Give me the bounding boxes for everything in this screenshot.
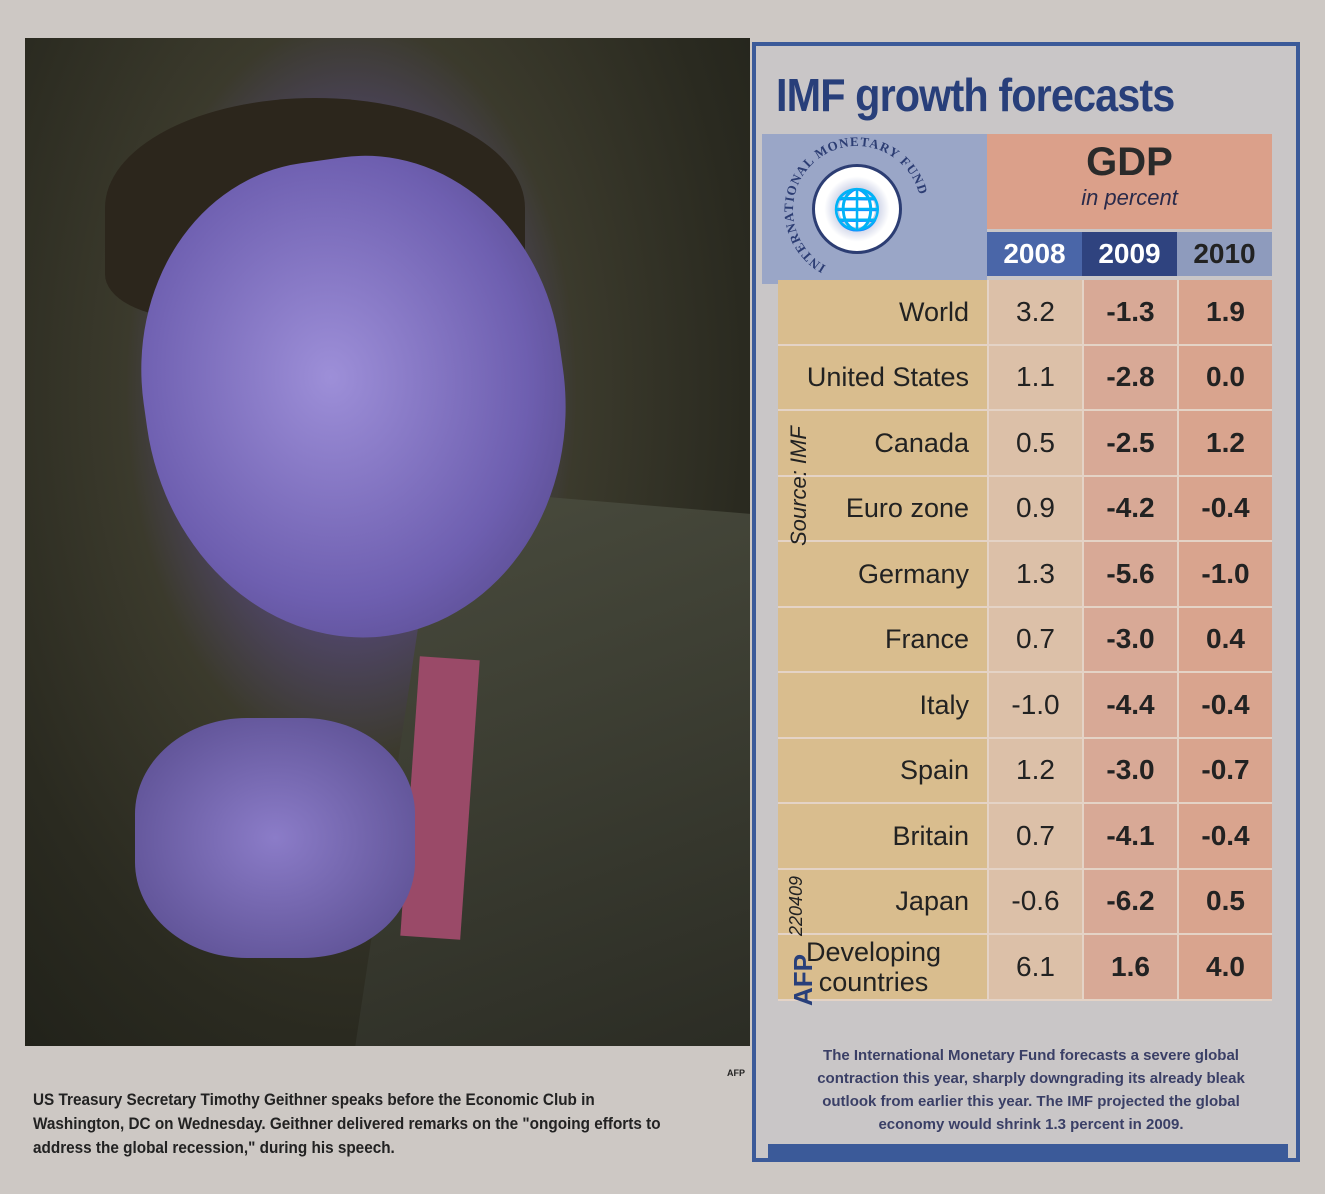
table-row: United States 1.1 -2.8 0.0 (778, 345, 1272, 411)
photo-credit: AFP (727, 1068, 745, 1078)
value-cell-2010: -0.4 (1177, 476, 1272, 540)
value-cell-2008: 1.3 (987, 542, 1082, 606)
table-row: Britain 0.7 -4.1 -0.4 (778, 804, 1272, 870)
value-cell-2009: -5.6 (1082, 542, 1177, 606)
row-label: Euro zone (778, 476, 987, 540)
value-cell-2008: 0.9 (987, 476, 1082, 540)
imf-infographic: IMF growth forecasts 🌐 INTERNATIONAL MON… (752, 42, 1300, 1162)
value-cell-2009: -4.1 (1082, 804, 1177, 868)
table-row: Developing countries 6.1 1.6 4.0 (778, 935, 1272, 1001)
row-label: Italy (778, 673, 987, 737)
value-cell-2008: 0.7 (987, 607, 1082, 671)
row-label: Japan (778, 869, 987, 933)
bottom-bar (768, 1144, 1288, 1158)
table-row: Euro zone 0.9 -4.2 -0.4 (778, 476, 1272, 542)
value-cell-2008: 1.1 (987, 345, 1082, 409)
infographic-footnote: The International Monetary Fund forecast… (817, 1047, 1245, 1133)
value-cell-2010: 1.2 (1177, 411, 1272, 475)
gdp-unit: in percent (1081, 185, 1178, 210)
row-label: Spain (778, 738, 987, 802)
forecast-table: World 3.2 -1.3 1.9 United States 1.1 -2.8 0.0 Ca… (778, 280, 1272, 1001)
value-cell-2009: -2.8 (1082, 345, 1177, 409)
imf-globe-logo-icon: 🌐 (812, 164, 902, 254)
value-cell-2009: -6.2 (1082, 869, 1177, 933)
row-label: Britain (778, 804, 987, 868)
value-cell-2010: 0.5 (1177, 869, 1272, 933)
afp-logo: AFP (788, 954, 818, 1006)
table-row: Germany 1.3 -5.6 -1.0 (778, 542, 1272, 608)
value-cell-2010: 0.0 (1177, 345, 1272, 409)
value-cell-2008: 0.5 (987, 411, 1082, 475)
graphic-code: 220409 (786, 875, 806, 936)
news-photo (25, 38, 750, 1046)
year-header-2009: 2009 (1082, 232, 1177, 276)
row-label: Germany (778, 542, 987, 606)
imf-seal-ring: INTERNATIONAL MONETARY FUND (781, 134, 931, 276)
table-row: Japan -0.6 -6.2 0.5 (778, 869, 1272, 935)
table-row: Italy -1.0 -4.4 -0.4 (778, 673, 1272, 739)
table-row: Spain 1.2 -3.0 -0.7 (778, 738, 1272, 804)
gdp-header: GDP in percent (987, 134, 1272, 229)
imf-logo-text: INTERNATIONAL MONETARY FUND (781, 134, 930, 276)
value-cell-2009: -4.4 (1082, 673, 1177, 737)
value-cell-2010: -1.0 (1177, 542, 1272, 606)
table-row: Canada 0.5 -2.5 1.2 (778, 411, 1272, 477)
table-row: France 0.7 -3.0 0.4 (778, 607, 1272, 673)
value-cell-2008: 1.2 (987, 738, 1082, 802)
value-cell-2009: -3.0 (1082, 607, 1177, 671)
source-label: Source: IMF (786, 426, 811, 546)
value-cell-2009: 1.6 (1082, 935, 1177, 999)
value-cell-2008: -0.6 (987, 869, 1082, 933)
photo-fist (135, 718, 415, 958)
row-label: World (778, 280, 987, 344)
value-cell-2008: 3.2 (987, 280, 1082, 344)
year-header-2010: 2010 (1177, 232, 1272, 276)
row-label: United States (778, 345, 987, 409)
value-cell-2010: 4.0 (1177, 935, 1272, 999)
value-cell-2010: 0.4 (1177, 607, 1272, 671)
imf-logo-area: 🌐 INTERNATIONAL MONETARY FUND (762, 134, 987, 284)
year-header-2008: 2008 (987, 232, 1082, 276)
row-label: Developing countries (778, 935, 987, 999)
value-cell-2008: 6.1 (987, 935, 1082, 999)
value-cell-2008: -1.0 (987, 673, 1082, 737)
infographic-title: IMF growth forecasts (776, 69, 1175, 121)
row-label: France (778, 607, 987, 671)
value-cell-2010: -0.7 (1177, 738, 1272, 802)
gdp-title: GDP (1086, 140, 1173, 184)
value-cell-2008: 0.7 (987, 804, 1082, 868)
value-cell-2009: -3.0 (1082, 738, 1177, 802)
value-cell-2010: -0.4 (1177, 804, 1272, 868)
value-cell-2009: -4.2 (1082, 476, 1177, 540)
value-cell-2010: -0.4 (1177, 673, 1272, 737)
photo-caption: US Treasury Secretary Timothy Geithner s… (33, 1090, 661, 1157)
value-cell-2009: -2.5 (1082, 411, 1177, 475)
table-row: World 3.2 -1.3 1.9 (778, 280, 1272, 346)
value-cell-2010: 1.9 (1177, 280, 1272, 344)
imf-logo-text-ring: INTERNATIONAL MONETARY FUND (781, 134, 931, 276)
value-cell-2009: -1.3 (1082, 280, 1177, 344)
row-label: Canada (778, 411, 987, 475)
